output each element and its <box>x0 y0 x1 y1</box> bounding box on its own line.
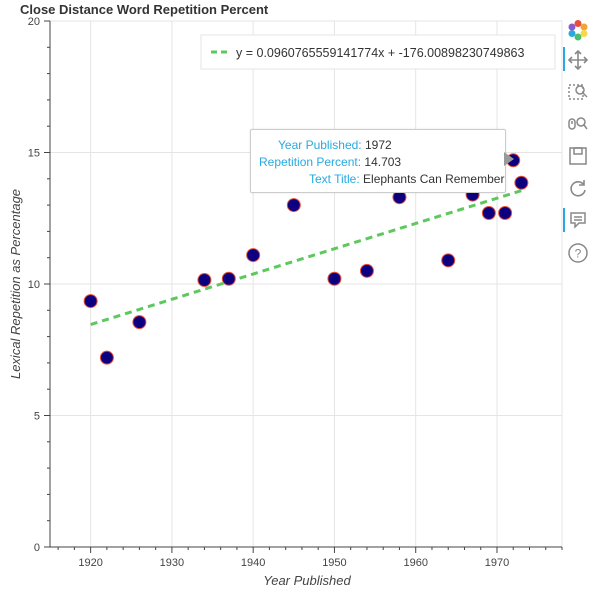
y-axis-label: Lexical Repetition as Percentage <box>8 189 23 379</box>
tooltip-key: Year Published: <box>278 138 362 152</box>
tooltip-row-year: Year Published: 1972 <box>278 138 392 152</box>
save-icon[interactable] <box>567 145 589 167</box>
y-tick-label: 20 <box>28 16 40 28</box>
tooltip-value: 1972 <box>364 138 392 152</box>
data-point[interactable] <box>246 248 261 263</box>
wheel-zoom-icon[interactable] <box>567 113 589 135</box>
data-point[interactable] <box>327 271 342 286</box>
box-zoom-icon[interactable] <box>567 81 589 103</box>
tooltip-row-percent: Repetition Percent: 14.703 <box>259 155 401 169</box>
fit-line <box>90 189 522 326</box>
tooltip-row-title: Text Title: Elephants Can Remember <box>309 172 504 186</box>
y-tick-label: 15 <box>28 148 40 160</box>
axes: 1920 1930 1940 1950 1960 1970 0 5 10 15 20 <box>28 16 563 569</box>
bokeh-logo-icon[interactable] <box>567 19 589 41</box>
tooltip-value: 14.703 <box>364 155 402 169</box>
tooltip-key: Text Title: <box>309 172 360 186</box>
toolbar: ? <box>563 14 595 274</box>
x-tick-label: 1960 <box>403 557 427 569</box>
y-tick-label: 10 <box>28 279 40 291</box>
x-tick-label: 1950 <box>322 557 346 569</box>
tooltip-value: Elephants Can Remember <box>363 172 505 186</box>
legend: y = 0.0960765559141774x + -176.008982307… <box>200 34 556 70</box>
svg-text:?: ? <box>575 247 582 261</box>
legend-label: y = 0.0960765559141774x + -176.008982307… <box>236 46 525 60</box>
hover-tooltip: Year Published: 1972 Repetition Percent:… <box>250 129 506 193</box>
reset-icon[interactable] <box>567 177 589 199</box>
data-point[interactable] <box>441 253 456 268</box>
data-point[interactable] <box>359 263 374 278</box>
x-tick-label: 1970 <box>485 557 509 569</box>
x-tick-label: 1940 <box>241 557 265 569</box>
points-group[interactable] <box>83 153 529 365</box>
pan-icon[interactable] <box>567 49 589 71</box>
help-icon[interactable]: ? <box>567 242 589 264</box>
x-tick-label: 1920 <box>78 557 102 569</box>
data-point[interactable] <box>83 294 98 309</box>
legend-box <box>200 34 556 70</box>
data-point[interactable] <box>132 315 147 330</box>
data-point[interactable] <box>481 205 496 220</box>
tooltip-key: Repetition Percent: <box>259 155 362 169</box>
active-indicator-hover <box>563 208 565 232</box>
y-tick-label: 5 <box>34 411 40 423</box>
data-point[interactable] <box>514 175 529 190</box>
y-tick-label: 0 <box>34 542 40 554</box>
data-point[interactable] <box>197 273 212 288</box>
tooltip-pointer <box>504 152 514 166</box>
data-point[interactable] <box>221 271 236 286</box>
data-point[interactable] <box>498 205 513 220</box>
x-tick-label: 1930 <box>160 557 184 569</box>
fit-line-group <box>90 189 522 326</box>
data-point[interactable] <box>99 350 114 365</box>
x-axis-label: Year Published <box>263 573 351 588</box>
chart-title: Close Distance Word Repetition Percent <box>20 2 269 17</box>
hover-icon[interactable] <box>567 209 589 231</box>
active-indicator-pan <box>563 47 565 71</box>
data-point[interactable] <box>286 198 301 213</box>
